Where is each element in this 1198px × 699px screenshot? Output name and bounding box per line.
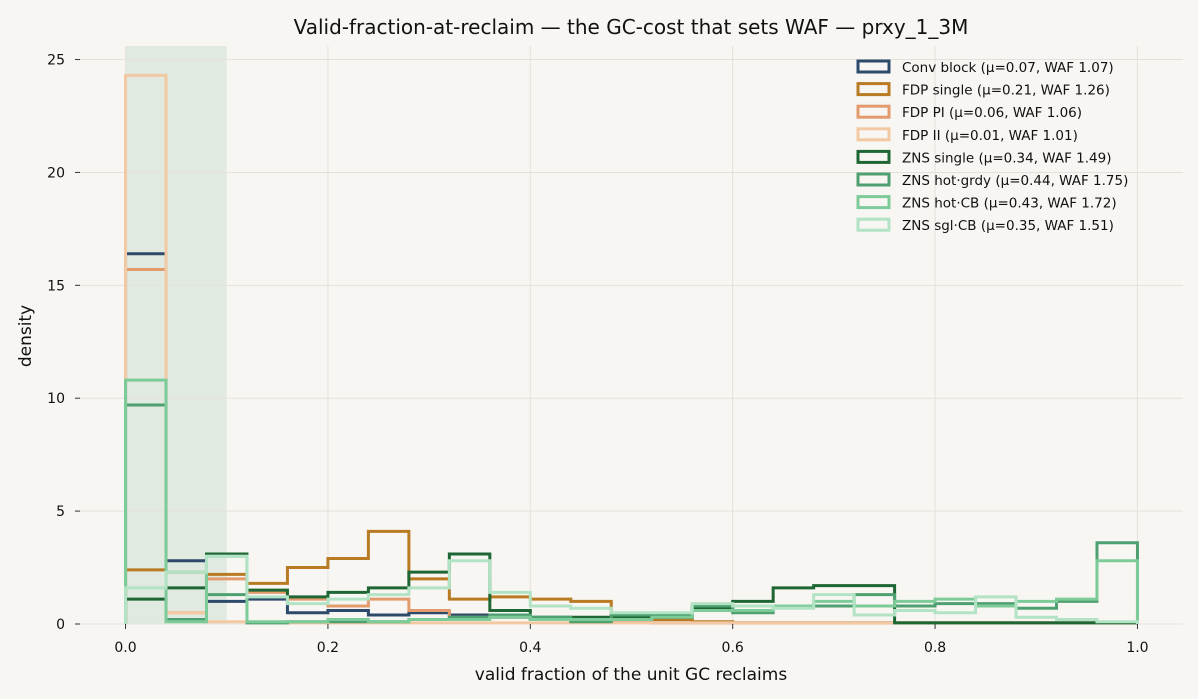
legend-label-5: ZNS hot·grdy (μ=0.44, WAF 1.75) [902, 173, 1128, 189]
y-tick-label: 10 [47, 391, 65, 407]
y-tick-label: 5 [56, 504, 65, 520]
x-tick-label: 1.0 [1126, 640, 1148, 656]
chart-title: Valid-fraction-at-reclaim — the GC-cost … [294, 15, 969, 39]
highlight-band [125, 46, 227, 624]
legend-swatch-5 [856, 172, 891, 187]
x-tick-label: 0.0 [114, 640, 136, 656]
legend-label-4: ZNS single (μ=0.34, WAF 1.49) [902, 150, 1112, 166]
legend-label-0: Conv block (μ=0.07, WAF 1.07) [902, 60, 1114, 76]
legend-swatch-0 [856, 59, 891, 74]
legend-swatch-3 [856, 127, 891, 142]
legend-label-1: FDP single (μ=0.21, WAF 1.26) [902, 83, 1110, 99]
series-layer [124, 73, 1139, 625]
axis-layer: 0.0 0.2 0.4 0.6 0.8 1.0 0 5 10 15 20 25 [47, 53, 1148, 656]
series-6-histogram [124, 378, 1139, 624]
x-tick-label: 0.6 [722, 640, 744, 656]
legend-swatch-7 [856, 217, 891, 232]
legend-swatch-1 [856, 82, 891, 97]
legend-label-6: ZNS hot·CB (μ=0.43, WAF 1.72) [902, 196, 1117, 212]
y-tick-label: 20 [47, 165, 65, 181]
legend-label-2: FDP PI (μ=0.06, WAF 1.06) [902, 105, 1082, 121]
x-tick-label: 0.2 [317, 640, 339, 656]
x-axis-label: valid fraction of the unit GC reclaims [475, 665, 788, 685]
legend-swatch-2 [856, 104, 891, 119]
legend-swatch-6 [856, 195, 891, 210]
legend-label-7: ZNS sgl·CB (μ=0.35, WAF 1.51) [902, 218, 1114, 234]
y-tick-label: 25 [47, 53, 65, 69]
y-axis-label: density [16, 305, 36, 367]
x-tick-label: 0.4 [519, 640, 541, 656]
y-tick-label: 0 [56, 617, 65, 633]
y-tick-label: 15 [47, 278, 65, 294]
x-tick-label: 0.8 [924, 640, 946, 656]
highlight-band-layer [125, 46, 227, 624]
series-7-histogram [124, 554, 1139, 624]
legend-label-3: FDP II (μ=0.01, WAF 1.01) [902, 128, 1078, 144]
legend-swatch-4 [856, 149, 891, 164]
legend: Conv block (μ=0.07, WAF 1.07) FDP single … [856, 59, 1128, 234]
